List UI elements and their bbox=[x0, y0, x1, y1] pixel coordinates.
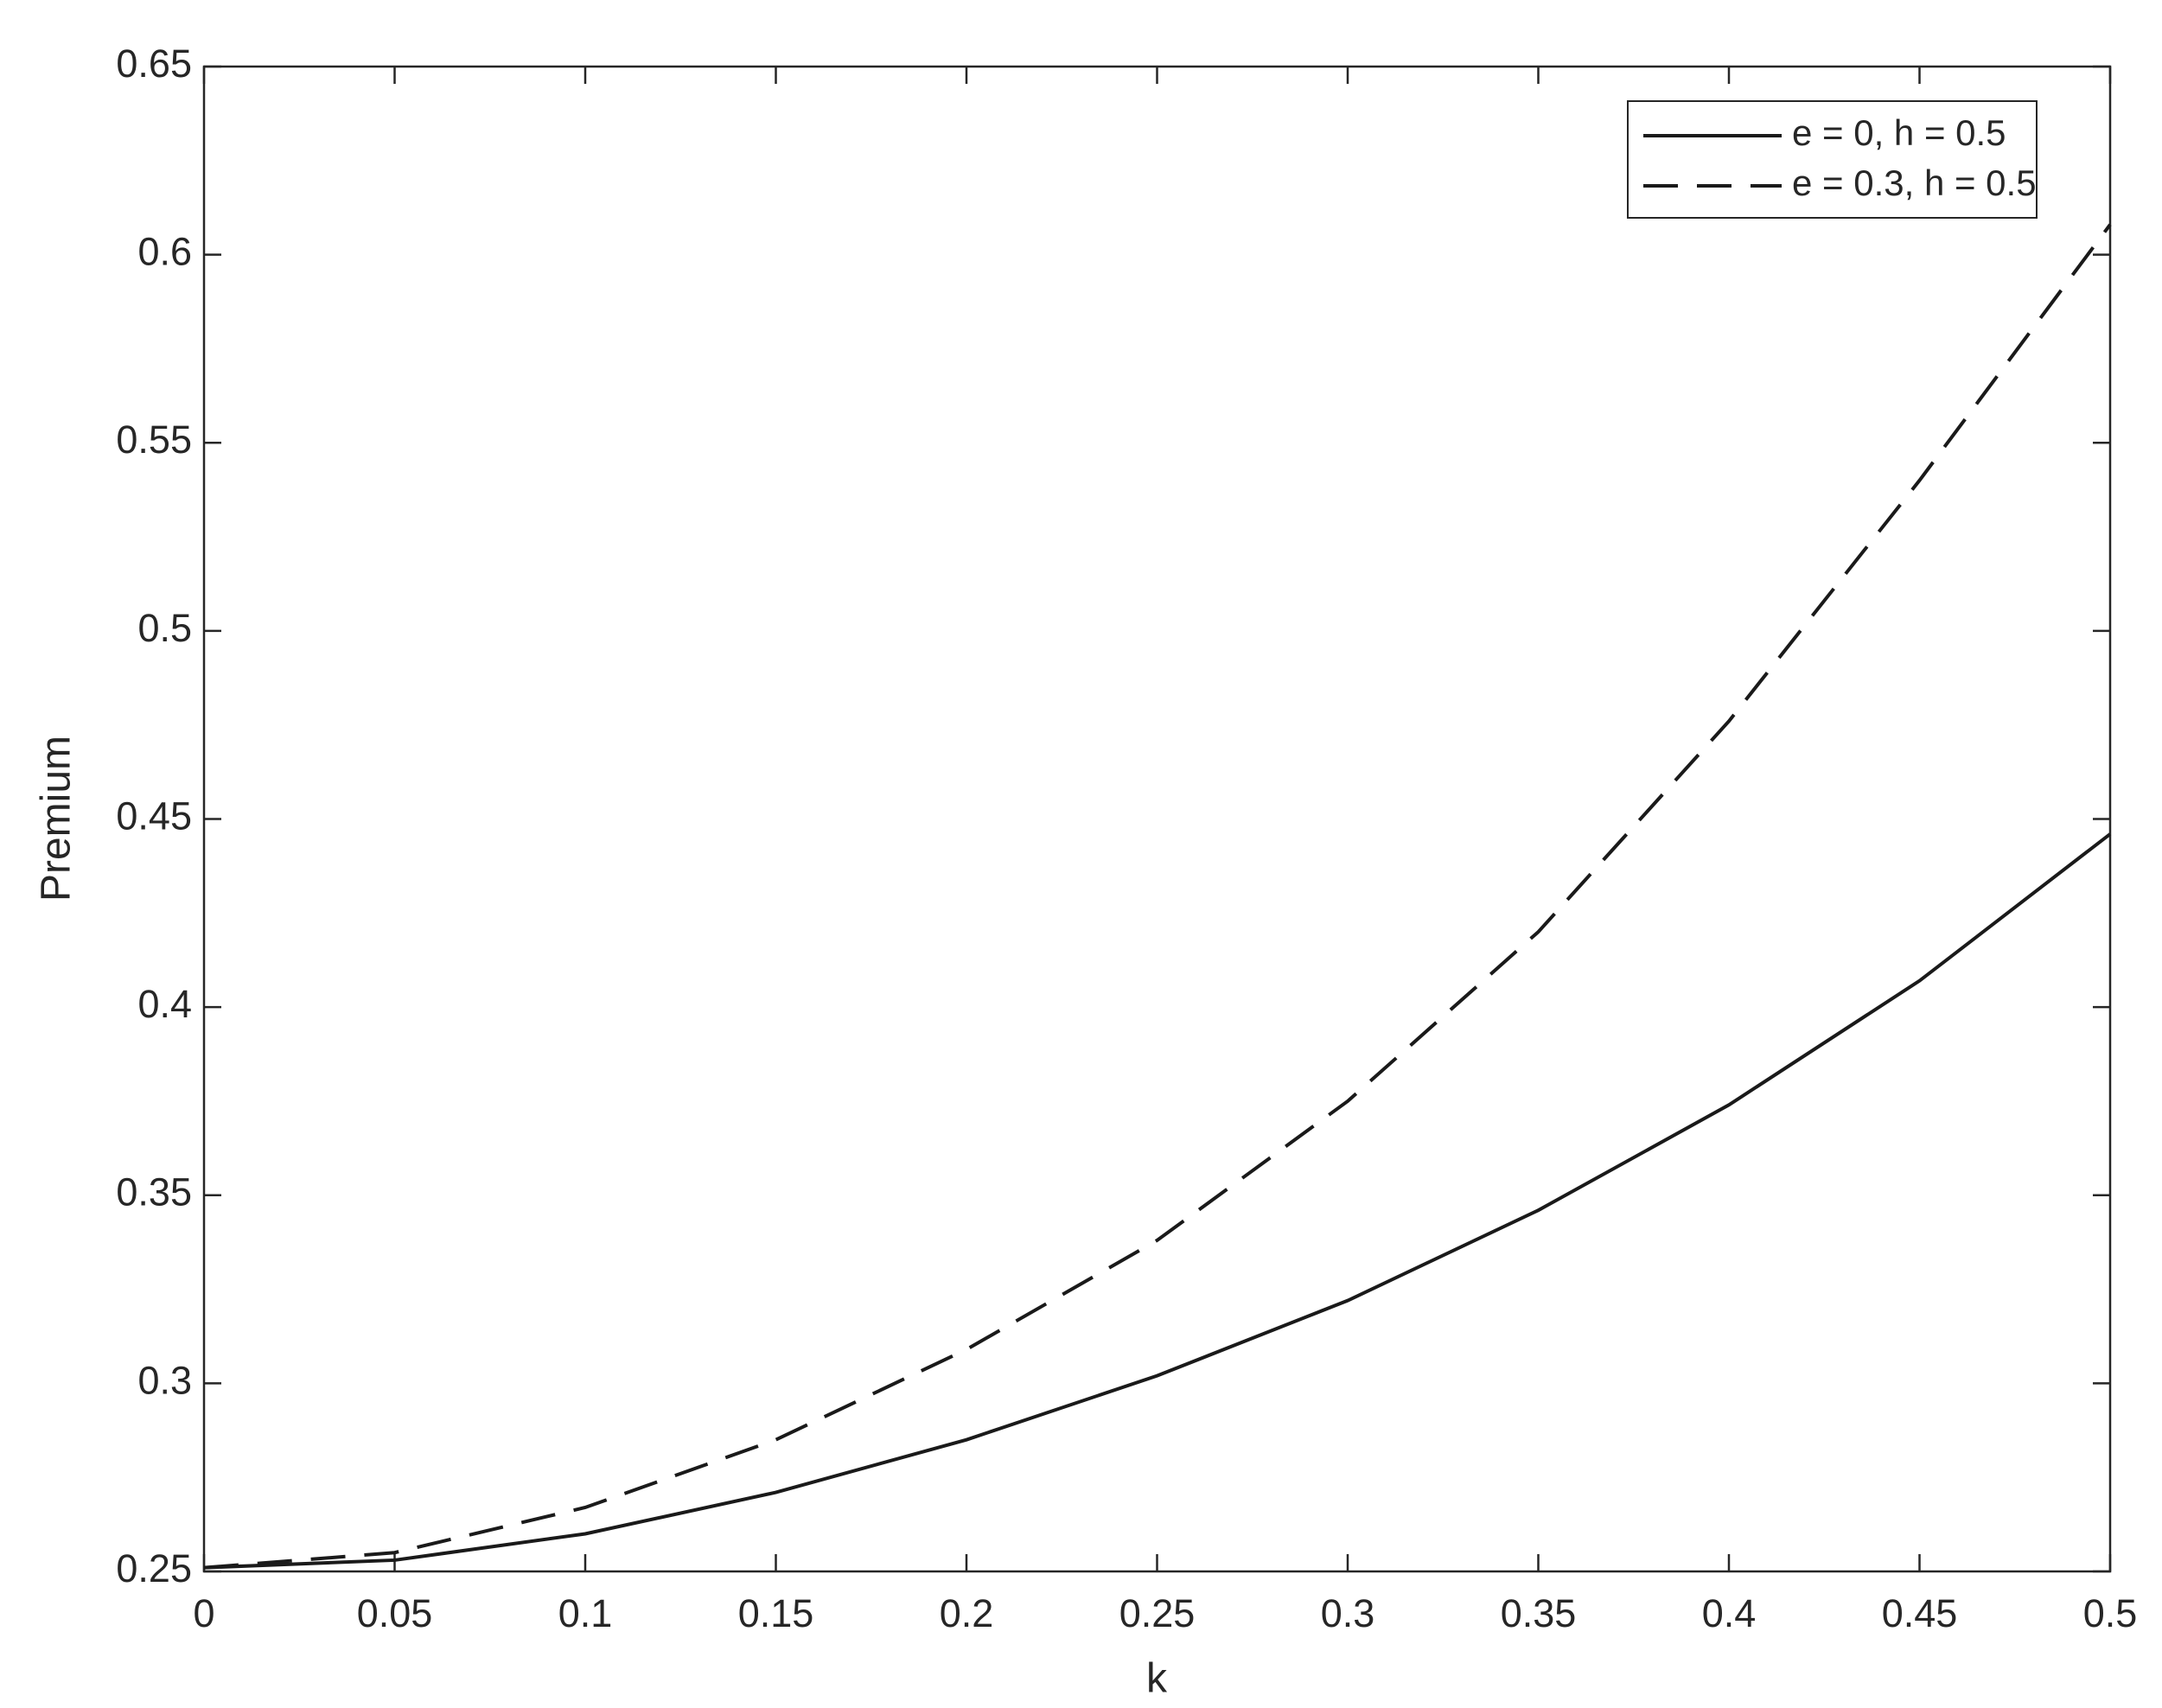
y-axis-label: Premium bbox=[34, 736, 80, 902]
y-tick-label: 0.55 bbox=[116, 417, 192, 462]
x-tick-label: 0.5 bbox=[2083, 1591, 2138, 1635]
y-tick-label: 0.25 bbox=[116, 1546, 192, 1590]
y-tick-label: 0.45 bbox=[116, 793, 192, 838]
x-axis-label: k bbox=[1146, 1656, 1168, 1702]
x-tick-label: 0.45 bbox=[1882, 1591, 1958, 1635]
x-tick-label: 0.1 bbox=[558, 1591, 613, 1635]
y-tick-label: 0.65 bbox=[116, 41, 192, 86]
x-tick-label: 0.35 bbox=[1501, 1591, 1577, 1635]
x-tick-label: 0.2 bbox=[940, 1591, 994, 1635]
y-tick-label: 0.3 bbox=[137, 1358, 192, 1402]
x-tick-label: 0.25 bbox=[1119, 1591, 1196, 1635]
x-tick-label: 0.4 bbox=[1702, 1591, 1757, 1635]
x-tick-label: 0.15 bbox=[738, 1591, 814, 1635]
y-tick-label: 0.6 bbox=[137, 230, 192, 274]
x-tick-label: 0.3 bbox=[1321, 1591, 1375, 1635]
x-tick-label: 0 bbox=[193, 1591, 214, 1635]
legend-label: e = 0.3, h = 0.5 bbox=[1792, 163, 2037, 203]
data-line bbox=[203, 832, 2112, 1570]
y-tick-label: 0.4 bbox=[137, 982, 192, 1026]
y-tick-label: 0.5 bbox=[137, 606, 192, 650]
legend-box bbox=[1627, 100, 2038, 219]
x-tick-label: 0.05 bbox=[357, 1591, 433, 1635]
legend-label: e = 0, h = 0.5 bbox=[1792, 112, 2006, 153]
y-tick-label: 0.35 bbox=[116, 1170, 192, 1214]
data-line bbox=[203, 223, 2112, 1570]
